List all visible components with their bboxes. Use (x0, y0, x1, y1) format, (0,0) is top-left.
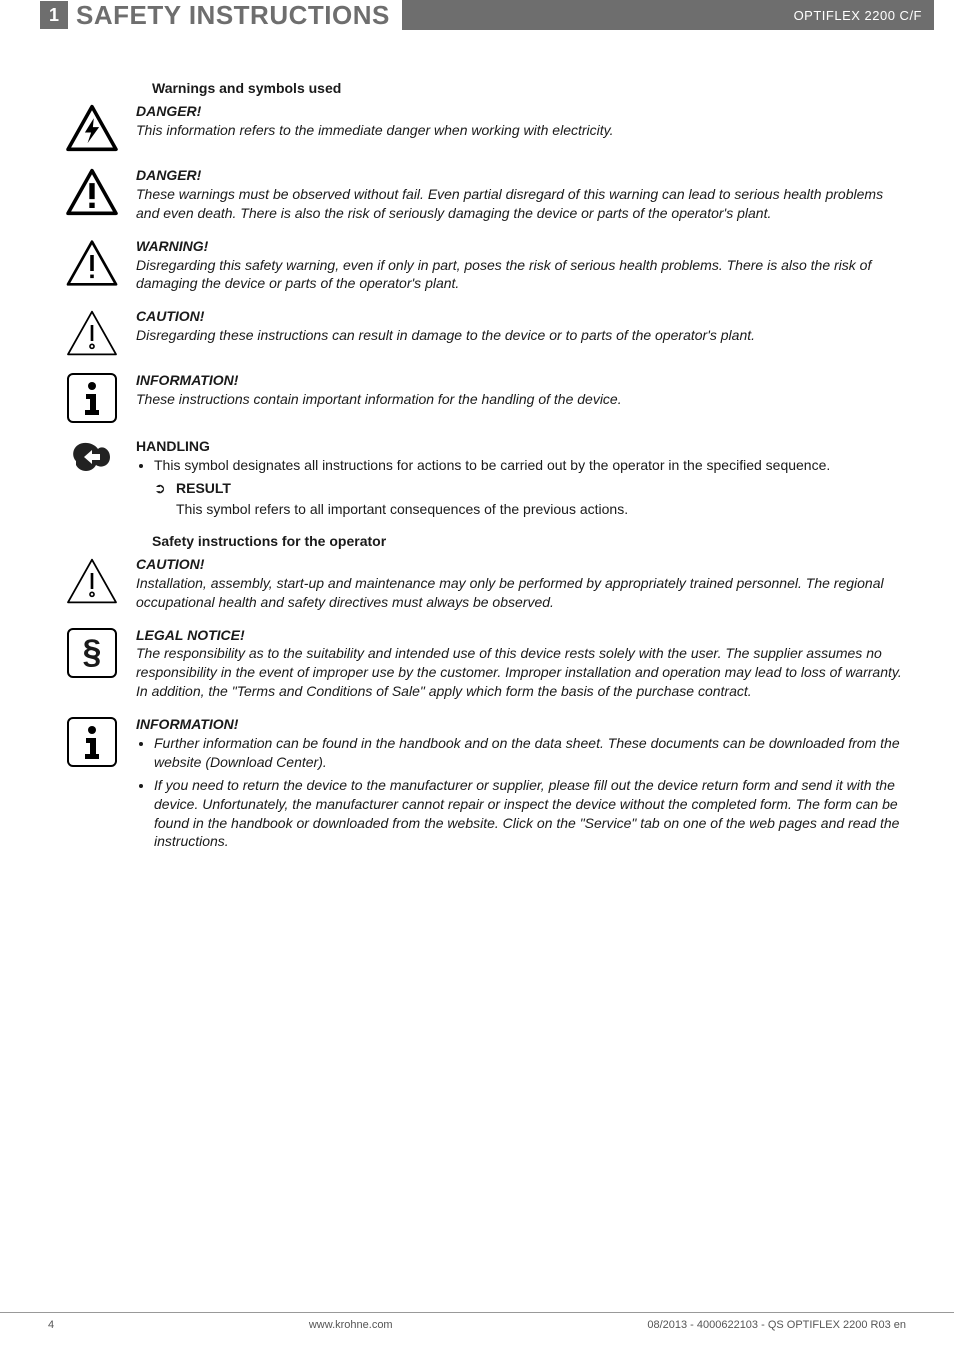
caution1-block: CAUTION! Disregarding these instructions… (48, 307, 906, 357)
info2-label: INFORMATION! (136, 715, 906, 734)
warning-block: WARNING! Disregarding this safety warnin… (48, 237, 906, 294)
danger-general-icon (48, 166, 136, 216)
info2-bullet-1: Further information can be found in the … (154, 734, 906, 772)
handling-bullet: This symbol designates all instructions … (154, 456, 906, 475)
footer-url: www.krohne.com (309, 1319, 393, 1331)
legal-block: § LEGAL NOTICE! The responsibility as to… (48, 626, 906, 702)
caution1-label: CAUTION! (136, 307, 906, 326)
warning-body: Disregarding this safety warning, even i… (136, 256, 906, 294)
danger-general-label: DANGER! (136, 166, 906, 185)
caution2-label: CAUTION! (136, 555, 906, 574)
info2-bullet-2: If you need to return the device to the … (154, 776, 906, 852)
warning-label: WARNING! (136, 237, 906, 256)
footer-page-number: 4 (48, 1319, 54, 1331)
danger-electric-body: This information refers to the immediate… (136, 121, 906, 140)
caution2-body: Installation, assembly, start-up and mai… (136, 574, 906, 612)
section-number-box: 1 (40, 1, 68, 29)
section-title: SAFETY INSTRUCTIONS (76, 0, 390, 31)
info2-icon (48, 715, 136, 767)
caution1-icon (48, 307, 136, 357)
danger-general-block: DANGER! These warnings must be observed … (48, 166, 906, 223)
legal-label: LEGAL NOTICE! (136, 626, 906, 645)
warnings-symbols-heading: Warnings and symbols used (152, 80, 906, 96)
info1-block: INFORMATION! These instructions contain … (48, 371, 906, 423)
caution1-body: Disregarding these instructions can resu… (136, 326, 906, 345)
footer-docref: 08/2013 - 4000622103 - QS OPTIFLEX 2200 … (647, 1319, 906, 1331)
operator-heading: Safety instructions for the operator (152, 533, 906, 549)
info2-block: INFORMATION! Further information can be … (48, 715, 906, 855)
info1-body: These instructions contain important inf… (136, 390, 906, 409)
danger-electric-icon (48, 102, 136, 152)
result-body: This symbol refers to all important cons… (176, 500, 906, 519)
content-area: Warnings and symbols used DANGER! This i… (0, 30, 954, 855)
product-code: OPTIFLEX 2200 C/F (794, 8, 922, 23)
handling-block: HANDLING This symbol designates all inst… (48, 437, 906, 519)
danger-electric-label: DANGER! (136, 102, 906, 121)
caution2-block: CAUTION! Installation, assembly, start-u… (48, 555, 906, 612)
warning-icon (48, 237, 136, 287)
danger-electric-block: DANGER! This information refers to the i… (48, 102, 906, 152)
caution2-icon (48, 555, 136, 605)
result-label: RESULT (176, 479, 906, 498)
legal-icon: § (48, 626, 136, 678)
handling-label: HANDLING (136, 437, 906, 456)
info1-label: INFORMATION! (136, 371, 906, 390)
info1-icon (48, 371, 136, 423)
page-footer: 4 www.krohne.com 08/2013 - 4000622103 - … (0, 1312, 954, 1331)
header-strip: OPTIFLEX 2200 C/F (402, 0, 934, 30)
result-arrow-icon: ➲ (154, 479, 176, 498)
page-root: 1 SAFETY INSTRUCTIONS OPTIFLEX 2200 C/F … (0, 0, 954, 1351)
legal-body: The responsibility as to the suitability… (136, 644, 906, 701)
header-bar: 1 SAFETY INSTRUCTIONS OPTIFLEX 2200 C/F (0, 0, 954, 30)
handling-icon (48, 437, 136, 479)
danger-general-body: These warnings must be observed without … (136, 185, 906, 223)
